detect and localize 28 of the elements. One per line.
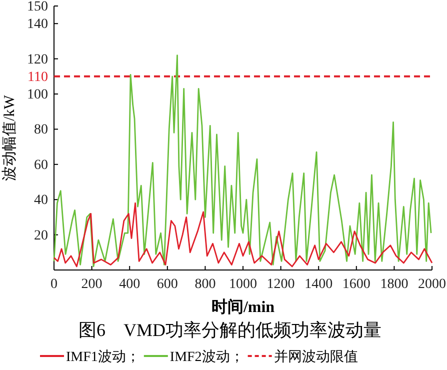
y-tick-label: 60 [34, 158, 48, 173]
y-tick-label: 120 [27, 52, 48, 68]
x-axis-title: 时间/min [211, 298, 275, 316]
y-tick-label: 40 [34, 193, 48, 208]
y-axis-title: 波动幅值/kW [1, 94, 18, 181]
x-tick-label: 600 [156, 276, 178, 292]
x-tick-label: 0 [50, 276, 58, 292]
x-tick-label: 1800 [380, 276, 408, 292]
legend-label: 并网波动限值 [274, 349, 358, 365]
y-tick-label: 80 [34, 122, 48, 138]
legend-label: IMF1波动； [66, 349, 140, 365]
x-tick-label: 2000 [418, 276, 446, 292]
x-tick-label: 1200 [266, 276, 295, 292]
x-tick-label: 1000 [229, 276, 257, 292]
legend-label: IMF2波动； [170, 349, 244, 365]
line-series [53, 202, 433, 268]
y-tick-label: 150 [27, 0, 48, 14]
text: 图6 VMD功率分解的低频功率波动量 [78, 320, 382, 340]
x-tick-label: 200 [81, 276, 102, 292]
x-tick-label: 400 [119, 276, 140, 292]
x-tick-label: 1400 [304, 276, 333, 292]
y-tick-label: 20 [34, 228, 48, 244]
line-series [53, 54, 432, 268]
x-tick-label: 800 [194, 276, 216, 292]
y-tick-label: 100 [27, 87, 48, 102]
y-tick-label: 110 [28, 70, 48, 85]
x-tick-label: 1600 [342, 276, 370, 292]
y-tick-label: 140 [27, 17, 48, 32]
